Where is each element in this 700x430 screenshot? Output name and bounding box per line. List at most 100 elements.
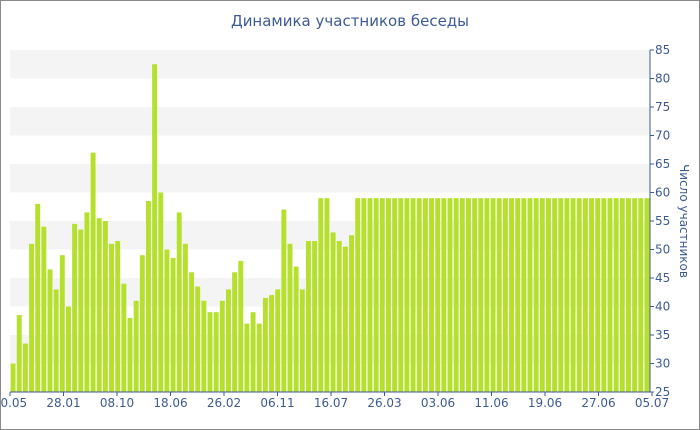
bar <box>238 260 244 392</box>
bar <box>102 221 108 392</box>
bar <box>607 198 613 392</box>
bar <box>29 243 34 392</box>
y-tick-label: 55 <box>655 214 670 228</box>
bar <box>66 306 71 392</box>
y-tick-label: 30 <box>655 357 670 371</box>
bar <box>78 229 84 392</box>
x-tick-label: 20.05 <box>0 396 27 410</box>
bar <box>373 198 379 392</box>
y-tick-label: 40 <box>655 300 670 314</box>
grid-band <box>10 50 650 79</box>
bar <box>447 198 453 392</box>
bar <box>189 272 194 392</box>
bar <box>478 198 484 392</box>
bar <box>459 198 465 392</box>
y-tick-labels: 25 30 35 40 45 50 55 60 65 70 75 80 85 <box>650 43 670 399</box>
bar <box>164 249 170 392</box>
bar <box>441 198 447 392</box>
x-tick-label: 05.07 <box>635 396 669 410</box>
bar <box>182 243 188 392</box>
x-tick-label: 26.03 <box>367 396 401 410</box>
bar <box>262 297 268 392</box>
y-tick-label: 75 <box>655 100 670 114</box>
x-tick-label: 26.02 <box>207 396 241 410</box>
bar <box>232 272 238 392</box>
bar <box>410 198 416 392</box>
bar <box>490 198 496 392</box>
bar <box>121 283 127 392</box>
bar <box>53 289 59 392</box>
bar <box>312 240 318 392</box>
bar <box>539 198 545 392</box>
bar <box>466 198 471 392</box>
bar <box>404 198 410 392</box>
x-tick-label: 11.06 <box>474 396 508 410</box>
y-tick-label: 60 <box>655 186 670 200</box>
x-tick-label: 28.01 <box>46 396 80 410</box>
bar <box>429 198 434 392</box>
x-tick-label: 08.10 <box>100 396 134 410</box>
bar <box>275 289 281 392</box>
x-tick-label: 06.11 <box>260 396 294 410</box>
y-tick-label: 65 <box>655 157 670 171</box>
bar <box>35 203 41 392</box>
bar <box>392 198 398 392</box>
bar <box>472 198 478 392</box>
grid-band <box>10 107 650 136</box>
bar <box>336 240 342 392</box>
x-tick-labels: 20.05 28.01 08.10 18.06 26.02 06.11 16.07 26.03… <box>0 392 669 410</box>
x-tick-label: 18.06 <box>153 396 187 410</box>
chart-title: Динамика участников беседы <box>230 12 470 30</box>
bar <box>570 198 576 392</box>
bar <box>250 312 256 392</box>
bar <box>41 226 47 392</box>
bar <box>226 289 231 392</box>
bar <box>484 198 490 392</box>
bar <box>367 198 373 392</box>
bar <box>595 198 601 392</box>
bars <box>10 64 650 392</box>
bar <box>515 198 521 392</box>
bar <box>564 198 570 392</box>
bar <box>306 240 311 392</box>
bar <box>170 258 176 392</box>
bar <box>626 198 631 392</box>
bar <box>299 289 305 392</box>
x-tick-label: 27.06 <box>581 396 615 410</box>
bar <box>115 240 121 392</box>
bar <box>349 235 354 392</box>
y-tick-label: 25 <box>655 385 670 399</box>
bar <box>146 201 151 392</box>
bar <box>84 212 90 392</box>
bar <box>361 198 367 392</box>
bar <box>244 323 250 392</box>
bar <box>435 198 441 392</box>
bar <box>509 198 514 392</box>
bar <box>195 286 201 392</box>
bar <box>422 198 428 392</box>
bar <box>613 198 619 392</box>
bar <box>10 363 16 392</box>
bar <box>109 243 114 392</box>
bar <box>158 192 164 392</box>
bar <box>527 198 533 392</box>
bar <box>330 232 336 392</box>
bar <box>96 218 102 392</box>
bar <box>576 198 582 392</box>
bar <box>47 269 53 392</box>
bar <box>453 198 459 392</box>
x-tick-label: 19.06 <box>528 396 562 410</box>
bar <box>619 198 625 392</box>
bar <box>558 198 564 392</box>
x-tick-label: 16.07 <box>314 396 348 410</box>
bar <box>502 198 508 392</box>
bar <box>213 312 219 392</box>
bar <box>324 198 330 392</box>
bar <box>521 198 527 392</box>
bar <box>127 317 133 392</box>
bar <box>256 323 262 392</box>
bar <box>416 198 422 392</box>
y-axis-label: Число участников <box>677 164 691 278</box>
bar <box>207 312 213 392</box>
